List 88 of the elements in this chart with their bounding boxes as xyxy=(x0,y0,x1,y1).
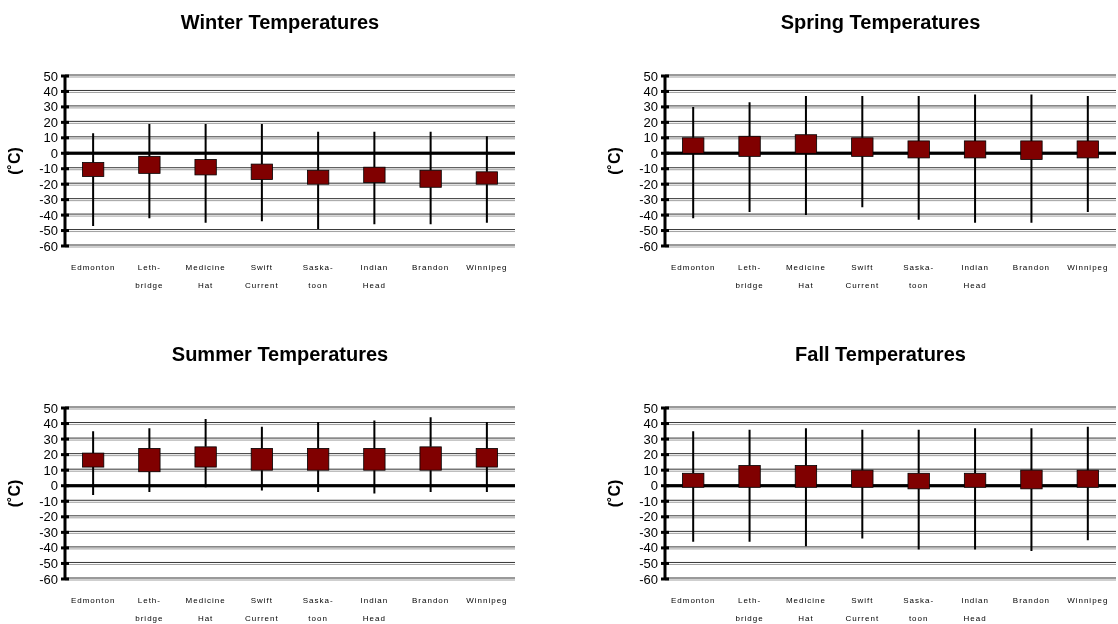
y-tick-label: 30 xyxy=(43,99,58,115)
y-tick-label: 0 xyxy=(50,478,58,494)
y-tick-label: -10 xyxy=(39,161,58,177)
x-tick-label: Brandon xyxy=(1012,263,1051,272)
y-tick-label: 50 xyxy=(643,400,658,416)
y-tick-label: 30 xyxy=(643,431,658,447)
x-tick-label: Swift Current xyxy=(845,263,880,290)
y-tick-label: 40 xyxy=(643,84,658,99)
y-tick-label: 0 xyxy=(50,145,58,161)
x-tick-label: Winnipeg xyxy=(466,263,508,272)
y-tick-label: 0 xyxy=(650,478,658,494)
x-tick-label: Swift Current xyxy=(245,596,279,623)
x-tick-label: Winnipeg xyxy=(466,596,508,605)
y-tick-label: -30 xyxy=(39,524,58,540)
y-tick-label: -30 xyxy=(39,192,58,208)
y-tick-label: 30 xyxy=(43,431,58,447)
x-tick-label: Edmonton xyxy=(70,263,116,272)
x-tick-label: Swift Current xyxy=(245,263,279,290)
x-tick-label: Medicine Hat xyxy=(785,596,826,623)
y-tick-label: -50 xyxy=(639,556,658,571)
x-tick-label: Indian Head xyxy=(360,596,389,623)
x-tick-label: Saska- toon xyxy=(903,596,935,623)
y-tick-label: -50 xyxy=(639,223,658,239)
y-tick-label: -60 xyxy=(39,238,58,254)
y-tick-label: 10 xyxy=(643,462,658,478)
y-tick-label: -50 xyxy=(39,223,58,239)
x-tick-label: Leth- bridge xyxy=(735,596,764,623)
y-tick-label: 30 xyxy=(643,99,658,115)
y-tick-label: 50 xyxy=(643,68,658,84)
x-tick-label: Winnipeg xyxy=(1067,263,1109,272)
x-tick-label: Leth- bridge xyxy=(135,263,164,290)
x-tick-label: Brandon xyxy=(412,596,450,605)
y-tick-label: -60 xyxy=(639,571,658,587)
x-tick-label: Medicine Hat xyxy=(185,263,226,290)
y-tick-label: -60 xyxy=(39,571,58,587)
y-tick-label: 20 xyxy=(643,114,658,130)
y-tick-label: 10 xyxy=(43,462,58,478)
y-tick-label: 10 xyxy=(43,130,58,146)
y-axis-title: (˚C) xyxy=(6,147,23,175)
y-tick-label: -60 xyxy=(639,238,658,254)
y-tick-label: 20 xyxy=(43,447,58,463)
y-tick-label: -30 xyxy=(639,192,658,208)
y-tick-label: 0 xyxy=(650,145,658,161)
chart-title: Winter Temperatures xyxy=(180,11,380,33)
y-tick-label: -20 xyxy=(639,176,658,192)
y-axis-title: (˚C) xyxy=(606,479,623,508)
y-tick-label: 20 xyxy=(643,447,658,463)
x-tick-label: Leth- bridge xyxy=(735,263,764,290)
y-tick-label: 50 xyxy=(43,68,58,84)
y-tick-label: -10 xyxy=(639,493,658,509)
x-tick-label: Leth- bridge xyxy=(135,596,164,623)
x-tick-label: Edmonton xyxy=(70,596,116,605)
x-tick-label: Indian Head xyxy=(961,596,989,623)
x-tick-label: Indian Head xyxy=(360,263,389,290)
x-tick-label: Brandon xyxy=(412,263,450,272)
x-tick-label: Winnipeg xyxy=(1067,596,1109,605)
y-tick-label: -40 xyxy=(39,540,58,556)
x-tick-label: Saska- toon xyxy=(302,263,334,290)
y-tick-label: -10 xyxy=(39,493,58,509)
y-tick-label: 40 xyxy=(643,416,658,432)
y-tick-label: -40 xyxy=(639,540,658,556)
y-tick-label: -40 xyxy=(639,207,658,223)
y-tick-label: 10 xyxy=(643,130,658,146)
y-tick-label: 40 xyxy=(43,84,58,99)
y-tick-label: 50 xyxy=(43,400,58,416)
x-tick-label: Medicine Hat xyxy=(185,596,226,623)
y-axis-title: (˚C) xyxy=(6,479,23,508)
x-tick-label: Edmonton xyxy=(670,263,716,272)
x-tick-label: Swift Current xyxy=(845,596,880,623)
y-axis-title: (˚C) xyxy=(606,147,623,175)
y-tick-label: -40 xyxy=(39,207,58,223)
x-tick-label: Saska- toon xyxy=(903,263,935,290)
x-tick-label: Medicine Hat xyxy=(785,263,826,290)
x-tick-label: Saska- toon xyxy=(302,596,334,623)
x-tick-label: Edmonton xyxy=(670,596,716,605)
y-tick-label: -20 xyxy=(39,176,58,192)
y-tick-label: -50 xyxy=(39,556,58,571)
chart-title: Fall Temperatures xyxy=(795,343,966,365)
y-tick-label: 40 xyxy=(43,416,58,432)
y-tick-label: -10 xyxy=(639,161,658,177)
chart-title: Summer Temperatures xyxy=(171,343,389,365)
x-tick-label: Brandon xyxy=(1012,596,1051,605)
y-tick-label: -20 xyxy=(39,509,58,525)
y-tick-label: -30 xyxy=(639,524,658,540)
chart-title: Spring Temperatures xyxy=(780,11,981,33)
y-tick-label: 20 xyxy=(43,114,58,130)
y-tick-label: -20 xyxy=(639,509,658,525)
x-tick-label: Indian Head xyxy=(961,263,989,290)
